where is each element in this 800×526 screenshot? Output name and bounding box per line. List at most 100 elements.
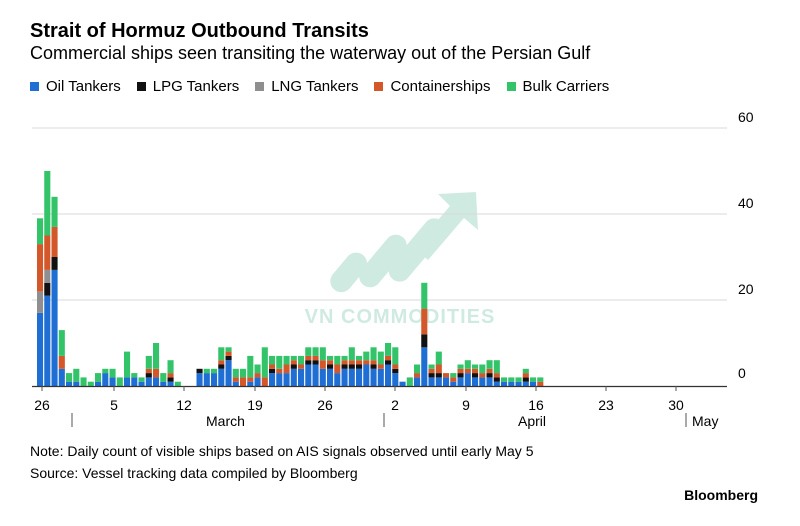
bar-segment <box>493 377 500 382</box>
bar-segment <box>486 377 493 386</box>
y-tick-label: 60 <box>738 109 754 125</box>
legend-swatch <box>255 82 265 91</box>
bar-segment <box>232 381 239 386</box>
bar-segment <box>377 364 384 369</box>
bar-segment <box>254 377 261 386</box>
bar-segment <box>44 295 51 386</box>
bar-segment <box>312 360 319 365</box>
bar-segment <box>472 377 479 386</box>
bar-segment <box>116 377 123 386</box>
chart-title: Strait of Hormuz Outbound Transits <box>30 20 369 42</box>
bar-segment <box>145 355 152 369</box>
bar-segment <box>58 368 65 386</box>
bar-segment <box>515 377 522 382</box>
bar-segment <box>218 368 225 386</box>
bar-segment <box>95 373 102 382</box>
bar-segment <box>102 373 109 386</box>
bar-segment <box>348 364 355 369</box>
bar-segment <box>196 373 203 386</box>
x-month-label: April <box>518 413 546 429</box>
bar-segment <box>508 381 515 386</box>
bar-segment <box>167 377 174 382</box>
bar-segment <box>269 373 276 386</box>
x-tick-label: 9 <box>462 397 470 413</box>
brand-logo-text: Bloomberg <box>684 487 758 503</box>
bar-segment <box>167 373 174 378</box>
bar-segment <box>486 360 493 369</box>
bar-segment <box>240 377 247 386</box>
bar-segment <box>167 381 174 386</box>
bar-segment <box>290 368 297 386</box>
bar-segment <box>211 368 218 374</box>
bar-segment <box>370 347 377 361</box>
bar-segment <box>385 343 392 356</box>
bar-segment <box>232 368 239 378</box>
bar-segment <box>58 355 65 369</box>
bar-segment <box>472 364 479 369</box>
bar-segment <box>211 373 218 386</box>
x-tick-label: 16 <box>528 397 544 413</box>
bar-segment <box>167 360 174 374</box>
bar-segment <box>327 364 334 369</box>
bar-segment <box>486 368 493 374</box>
bar-segment <box>131 377 138 386</box>
bar-segment <box>66 381 73 386</box>
bar-segment <box>305 364 312 386</box>
bar-segment <box>428 373 435 378</box>
bar-segment <box>414 373 421 378</box>
legend-item: Containerships <box>374 78 491 95</box>
bar-segment <box>305 347 312 356</box>
legend-label: Containerships <box>390 78 491 95</box>
bar-segment <box>305 360 312 365</box>
bar-segment <box>392 347 399 365</box>
bar-segment <box>247 381 254 386</box>
bar-segment <box>522 368 529 374</box>
bar-segment <box>73 381 80 386</box>
bar-segment <box>464 368 471 374</box>
bar-segment <box>51 257 58 270</box>
bar-segment <box>312 355 319 361</box>
bar-segment <box>522 373 529 378</box>
bar-segment <box>472 368 479 374</box>
bar-segment <box>530 381 537 386</box>
bar-segment <box>356 368 363 386</box>
bar-segment <box>145 368 152 374</box>
bar-segment <box>225 347 232 352</box>
bar-segment <box>341 355 348 361</box>
bar-segment <box>522 381 529 386</box>
bar-segment <box>232 377 239 382</box>
bar-segment <box>370 364 377 369</box>
bar-segment <box>334 355 341 365</box>
bar-segment <box>363 360 370 365</box>
bar-segment <box>530 377 537 382</box>
bar-segment <box>327 368 334 386</box>
bar-segment <box>370 368 377 386</box>
bar-segment <box>414 377 421 386</box>
x-tick-label: 2 <box>391 397 399 413</box>
bar-segment <box>290 364 297 369</box>
bar-segment <box>385 364 392 386</box>
bar-segment <box>37 291 44 313</box>
y-tick-label: 0 <box>738 365 746 381</box>
bar-segment <box>203 368 210 374</box>
bar-segment <box>44 235 51 270</box>
x-month-label: March <box>206 413 245 429</box>
bar-segment <box>319 347 326 361</box>
bar-segment <box>109 368 116 378</box>
bar-segment <box>341 368 348 386</box>
bar-segment <box>501 381 508 386</box>
bar-segment <box>124 377 131 386</box>
bar-segment <box>356 364 363 369</box>
bar-segment <box>298 368 305 386</box>
bar-segment <box>153 377 160 386</box>
legend-label: Bulk Carriers <box>522 78 610 95</box>
bar-segment <box>51 226 58 257</box>
bar-segment <box>254 364 261 374</box>
x-tick-label: 12 <box>176 397 192 413</box>
y-tick-label: 20 <box>738 281 754 297</box>
bar-segment <box>457 377 464 386</box>
legend-swatch <box>136 82 146 91</box>
bar-segment <box>479 364 486 374</box>
bar-segment <box>203 373 210 386</box>
bar-segment <box>261 377 268 386</box>
